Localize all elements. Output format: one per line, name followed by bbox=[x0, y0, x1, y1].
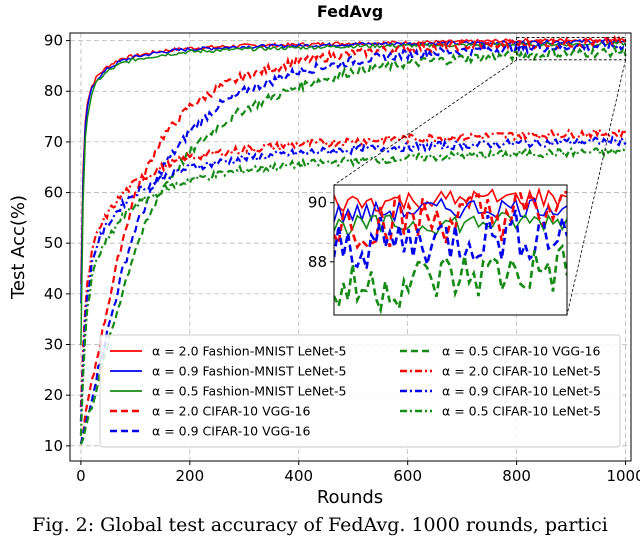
x-tick-label: 200 bbox=[176, 467, 205, 485]
legend-entry: α = 0.5 Fashion-MNIST LeNet-5 bbox=[152, 384, 346, 399]
inset-series-line bbox=[334, 209, 567, 269]
inset-tick-label: 90 bbox=[308, 194, 327, 212]
legend-entry: α = 0.5 CIFAR-10 VGG-16 bbox=[442, 344, 600, 359]
legend-entry: α = 0.9 CIFAR-10 VGG-16 bbox=[152, 424, 310, 439]
inset-tick-label: 88 bbox=[308, 253, 327, 271]
x-tick-label: 0 bbox=[76, 467, 86, 485]
x-axis-ticks: 0 200 400 600 800 1000 bbox=[76, 461, 640, 485]
series-line bbox=[79, 126, 627, 408]
y-tick-label: 40 bbox=[44, 285, 63, 303]
series-line bbox=[79, 145, 627, 436]
plot-frame bbox=[69, 32, 632, 462]
legend-entry: α = 2.0 CIFAR-10 LeNet-5 bbox=[442, 364, 601, 379]
inset-chart: 88 90 bbox=[308, 184, 568, 316]
x-axis-label: Rounds bbox=[317, 487, 383, 508]
series-line bbox=[79, 135, 627, 422]
legend-entry: α = 2.0 Fashion-MNIST LeNet-5 bbox=[152, 344, 346, 359]
y-axis-label: Test Acc(%) bbox=[8, 195, 29, 300]
zoom-rect bbox=[516, 37, 627, 61]
zoom-connector bbox=[333, 59, 517, 186]
inset-series-line bbox=[334, 197, 567, 224]
legend-entry: α = 0.9 Fashion-MNIST LeNet-5 bbox=[152, 364, 346, 379]
y-tick-label: 80 bbox=[44, 82, 63, 100]
chart: FedAvg 0 200 400 600 800 1000 10 20 30 40 50 60 70 8… bbox=[8, 2, 640, 508]
zoom-region-box bbox=[333, 37, 627, 316]
x-tick-label: 600 bbox=[393, 467, 422, 485]
zoom-connector bbox=[566, 59, 626, 316]
chart-title: FedAvg bbox=[317, 2, 383, 21]
inset-series-line bbox=[334, 190, 567, 250]
series-line bbox=[79, 34, 627, 445]
series-line bbox=[79, 44, 627, 445]
series-line bbox=[79, 38, 627, 445]
y-tick-label: 70 bbox=[44, 133, 63, 151]
inset-series-group bbox=[334, 186, 567, 315]
legend-entry: α = 0.9 CIFAR-10 LeNet-5 bbox=[442, 384, 601, 399]
inset-series-line bbox=[334, 243, 567, 315]
y-tick-label: 30 bbox=[44, 336, 63, 354]
y-tick-label: 10 bbox=[44, 437, 63, 455]
x-tick-label: 400 bbox=[284, 467, 313, 485]
series-line bbox=[80, 38, 626, 304]
legend-entry: α = 2.0 CIFAR-10 VGG-16 bbox=[152, 404, 310, 419]
inset-frame bbox=[333, 184, 568, 316]
y-tick-label: 50 bbox=[44, 234, 63, 252]
x-tick-label: 800 bbox=[502, 467, 531, 485]
y-tick-label: 90 bbox=[44, 32, 63, 50]
y-axis-ticks: 10 20 30 40 50 60 70 80 90 bbox=[44, 32, 70, 455]
legend: α = 2.0 Fashion-MNIST LeNet-5 α = 0.9 Fas… bbox=[99, 334, 621, 448]
y-tick-label: 20 bbox=[44, 386, 63, 404]
legend-box bbox=[99, 334, 621, 448]
series-group bbox=[79, 34, 627, 445]
x-tick-label: 1000 bbox=[606, 467, 640, 485]
legend-entry: α = 0.5 CIFAR-10 LeNet-5 bbox=[442, 404, 601, 419]
y-tick-label: 60 bbox=[44, 184, 63, 202]
inset-series-line bbox=[334, 186, 567, 213]
figure-caption: Fig. 2: Global test accuracy of FedAvg. … bbox=[32, 514, 608, 536]
